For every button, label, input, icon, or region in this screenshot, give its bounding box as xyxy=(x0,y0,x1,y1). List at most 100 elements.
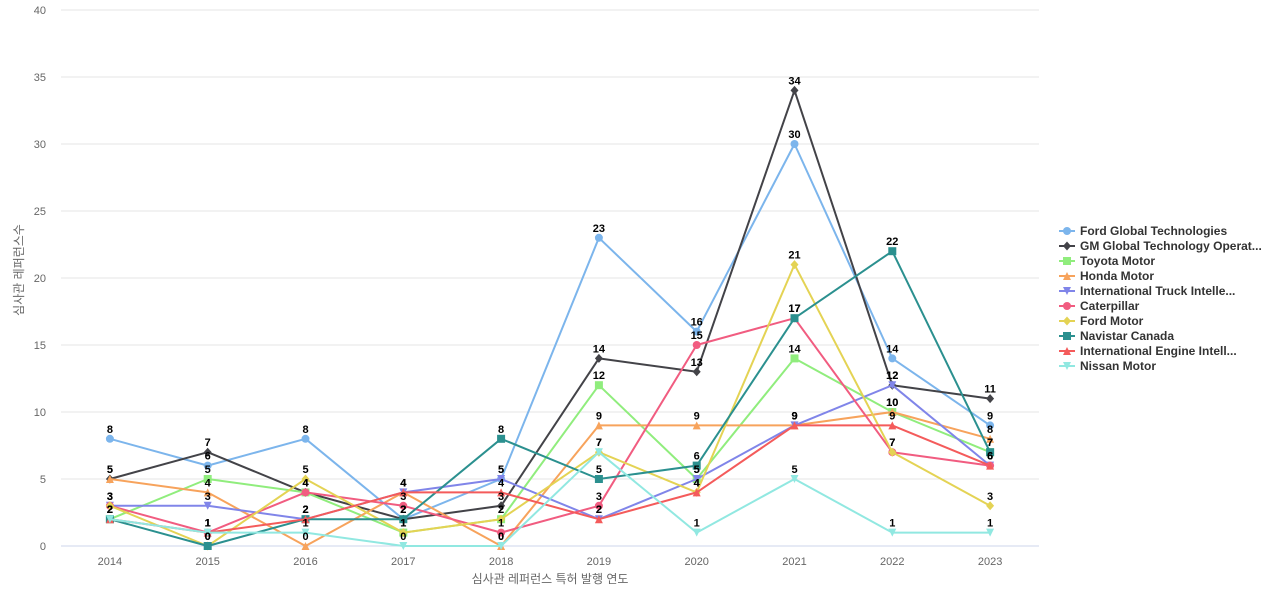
data-point[interactable] xyxy=(497,488,506,497)
legend-marker[interactable] xyxy=(1063,241,1071,251)
data-point[interactable] xyxy=(888,408,897,416)
data-point[interactable] xyxy=(203,447,212,457)
data-point[interactable] xyxy=(790,475,799,483)
data-point[interactable] xyxy=(497,528,506,537)
data-point[interactable] xyxy=(399,542,408,550)
data-point[interactable] xyxy=(301,515,310,524)
data-point[interactable] xyxy=(105,434,114,443)
data-point[interactable] xyxy=(203,475,212,483)
data-point[interactable] xyxy=(986,394,995,404)
data-point[interactable] xyxy=(986,528,995,537)
data-point[interactable] xyxy=(301,488,310,497)
data-label: 12 xyxy=(886,370,898,382)
legend-item[interactable]: International Engine Intell... xyxy=(1059,344,1237,358)
data-point[interactable] xyxy=(594,448,603,457)
legend-item[interactable]: Ford Global Technologies xyxy=(1059,224,1227,238)
series-line[interactable] xyxy=(109,451,991,547)
legend-item[interactable]: GM Global Technology Operat... xyxy=(1059,239,1262,253)
data-point[interactable] xyxy=(105,501,114,511)
data-point[interactable] xyxy=(986,501,995,511)
legend-marker[interactable] xyxy=(1063,362,1071,370)
data-point[interactable] xyxy=(301,474,310,484)
data-point[interactable] xyxy=(105,515,114,524)
data-point[interactable] xyxy=(594,501,603,510)
data-point[interactable] xyxy=(888,354,897,363)
data-point[interactable] xyxy=(692,528,701,537)
data-point[interactable] xyxy=(986,461,995,470)
data-point[interactable] xyxy=(790,421,799,430)
y-tick-label: 25 xyxy=(34,206,46,218)
data-point[interactable] xyxy=(790,85,799,95)
legend-item[interactable]: Caterpillar xyxy=(1059,299,1140,313)
data-point[interactable] xyxy=(301,434,310,443)
data-point[interactable] xyxy=(692,367,701,377)
legend-marker[interactable] xyxy=(1063,302,1071,310)
x-tick-label: 2019 xyxy=(587,556,611,568)
data-point[interactable] xyxy=(301,542,310,550)
data-point[interactable] xyxy=(105,475,114,483)
data-point[interactable] xyxy=(497,501,506,511)
data-point[interactable] xyxy=(692,475,701,483)
data-point[interactable] xyxy=(692,341,701,349)
legend-item[interactable]: Honda Motor xyxy=(1059,269,1154,283)
data-point[interactable] xyxy=(888,447,897,457)
data-point[interactable] xyxy=(790,314,799,323)
data-point[interactable] xyxy=(497,542,506,550)
data-point[interactable] xyxy=(986,434,995,443)
data-point[interactable] xyxy=(594,421,603,430)
legend-marker[interactable] xyxy=(1063,287,1071,295)
data-point[interactable] xyxy=(790,140,799,148)
legend-marker[interactable] xyxy=(1063,227,1071,235)
legend-item[interactable]: Navistar Canada xyxy=(1059,329,1174,343)
data-point[interactable] xyxy=(203,461,212,470)
legend-item[interactable]: Ford Motor xyxy=(1059,314,1144,328)
legend-item[interactable]: Nissan Motor xyxy=(1059,359,1156,373)
legend-label: International Truck Intelle... xyxy=(1080,284,1235,298)
legend-marker[interactable] xyxy=(1063,332,1071,340)
data-point[interactable] xyxy=(692,327,701,336)
data-point[interactable] xyxy=(692,421,701,430)
data-point[interactable] xyxy=(692,461,701,470)
data-label: 9 xyxy=(987,410,993,422)
data-point[interactable] xyxy=(888,528,897,537)
data-point[interactable] xyxy=(301,528,310,537)
data-point[interactable] xyxy=(497,514,506,524)
data-point[interactable] xyxy=(888,247,897,256)
data-point[interactable] xyxy=(790,354,799,363)
data-point[interactable] xyxy=(594,381,603,390)
data-point[interactable] xyxy=(399,528,408,538)
legend-marker[interactable] xyxy=(1063,316,1071,326)
series-line[interactable] xyxy=(109,263,991,547)
data-point[interactable] xyxy=(986,448,995,457)
data-point[interactable] xyxy=(399,488,408,497)
data-point[interactable] xyxy=(594,353,603,363)
data-point[interactable] xyxy=(692,488,701,497)
data-point[interactable] xyxy=(497,475,506,483)
data-point[interactable] xyxy=(594,475,603,483)
legend-item[interactable]: International Truck Intelle... xyxy=(1059,284,1235,298)
y-tick-label: 0 xyxy=(40,541,46,553)
legend-item[interactable]: Toyota Motor xyxy=(1059,254,1155,268)
data-label: 5 xyxy=(302,464,308,476)
data-point[interactable] xyxy=(986,421,995,430)
data-point[interactable] xyxy=(888,381,897,390)
series-line[interactable] xyxy=(109,89,991,521)
data-point[interactable] xyxy=(790,260,799,270)
series-line[interactable] xyxy=(109,424,991,534)
data-label: 3 xyxy=(107,491,113,503)
series-line[interactable] xyxy=(109,143,991,521)
data-point[interactable] xyxy=(203,501,212,510)
data-point[interactable] xyxy=(497,434,506,443)
data-point[interactable] xyxy=(203,488,212,497)
data-point[interactable] xyxy=(399,501,408,510)
data-point[interactable] xyxy=(594,233,603,242)
data-point[interactable] xyxy=(888,421,897,430)
legend-marker[interactable] xyxy=(1063,257,1071,265)
legend-marker[interactable] xyxy=(1063,347,1071,355)
data-point[interactable] xyxy=(594,515,603,524)
data-point[interactable] xyxy=(399,515,408,524)
legend-marker[interactable] xyxy=(1063,272,1071,280)
data-point[interactable] xyxy=(203,542,212,550)
data-point[interactable] xyxy=(203,528,212,537)
